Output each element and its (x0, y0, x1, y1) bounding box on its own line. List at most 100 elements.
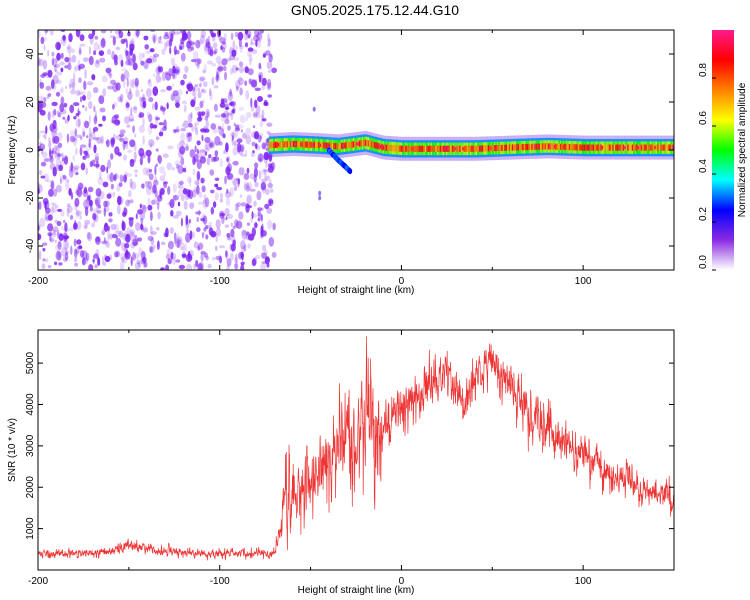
noise-speckle (208, 224, 212, 230)
noise-speckle (141, 224, 144, 231)
noise-speckle (202, 199, 208, 209)
noise-speckle (130, 38, 135, 44)
noise-speckle (192, 50, 199, 61)
noise-speckle (253, 174, 257, 183)
snr-y-tick-label: 3000 (25, 434, 36, 457)
noise-speckle (119, 174, 124, 183)
noise-speckle (142, 167, 148, 176)
noise-speckle (234, 207, 240, 212)
noise-speckle (113, 174, 117, 182)
noise-speckle (213, 156, 220, 162)
signal-band-slice (333, 143, 335, 150)
noise-speckle (214, 183, 218, 188)
signal-band-slice (402, 145, 404, 152)
noise-speckle (164, 41, 168, 51)
noise-speckle (93, 87, 99, 94)
noise-speckle (177, 201, 181, 207)
noise-speckle (163, 171, 167, 177)
noise-speckle (74, 128, 78, 138)
noise-speckle (204, 136, 211, 143)
noise-speckle (174, 238, 181, 248)
noise-speckle (68, 188, 73, 194)
noise-speckle (255, 105, 261, 115)
noise-speckle (106, 48, 112, 56)
noise-speckle (236, 138, 243, 144)
noise-speckle (93, 253, 99, 259)
noise-speckle (88, 55, 94, 66)
noise-speckle (98, 95, 105, 105)
noise-speckle (256, 32, 263, 40)
noise-speckle (112, 191, 116, 198)
noise-speckle (184, 165, 187, 174)
noise-speckle (99, 171, 102, 180)
noise-speckle (88, 133, 93, 142)
signal-band-slice (364, 139, 367, 146)
noise-speckle (114, 60, 118, 66)
signal-band-slice (366, 140, 368, 147)
noise-speckle (208, 140, 215, 149)
signal-band-slice (457, 145, 460, 152)
noise-speckle (196, 140, 201, 146)
noise-speckle (125, 102, 130, 108)
noise-speckle (50, 180, 55, 190)
noise-speckle (47, 111, 51, 121)
noise-speckle (161, 241, 166, 246)
noise-speckle (216, 71, 219, 81)
noise-speckle (209, 30, 214, 35)
noise-speckle (224, 118, 230, 125)
noise-speckle (88, 127, 92, 137)
noise-speckle (243, 173, 250, 180)
noise-speckle (110, 79, 117, 85)
signal-band-slice (544, 143, 547, 150)
noise-speckle (75, 172, 79, 176)
noise-speckle (42, 258, 46, 262)
noise-speckle (179, 246, 186, 251)
noise-speckle (145, 149, 152, 157)
noise-speckle (259, 153, 262, 164)
noise-speckle (72, 137, 78, 147)
signal-band-slice (301, 141, 304, 148)
noise-speckle (132, 125, 136, 133)
noise-speckle (176, 236, 183, 245)
noise-speckle (71, 81, 76, 91)
noise-speckle (126, 173, 133, 177)
noise-speckle (82, 189, 89, 198)
noise-speckle (147, 235, 154, 241)
noise-speckle (155, 116, 161, 121)
noise-speckle (267, 78, 272, 89)
noise-speckle (70, 245, 73, 255)
noise-speckle (95, 187, 102, 197)
noise-speckle (43, 173, 49, 183)
noise-speckle (246, 182, 253, 191)
spectrogram-y-tick-label: 20 (25, 96, 36, 108)
signal-band-slice (618, 144, 620, 151)
noise-speckle (190, 59, 197, 63)
noise-speckle (110, 137, 116, 146)
noise-speckle (249, 42, 256, 46)
noise-speckle (119, 252, 126, 261)
noise-speckle (240, 261, 245, 266)
noise-speckle (142, 52, 145, 58)
noise-speckle (44, 30, 48, 36)
noise-speckle (54, 145, 61, 156)
noise-speckle (157, 154, 162, 164)
signal-band-slice (372, 141, 374, 148)
noise-speckle (240, 153, 247, 157)
signal-band-slice (529, 143, 532, 150)
noise-speckle (251, 213, 257, 219)
noise-speckle (114, 30, 120, 35)
noise-speckle (214, 192, 219, 201)
noise-speckle (52, 58, 57, 68)
noise-speckle (84, 144, 88, 150)
noise-speckle (152, 124, 158, 129)
noise-speckle (137, 209, 143, 215)
noise-speckle (186, 83, 192, 90)
noise-speckle (93, 129, 96, 134)
noise-speckle (40, 175, 46, 179)
noise-speckle (196, 170, 201, 181)
noise-speckle (245, 117, 249, 122)
signal-band-slice (288, 141, 290, 148)
noise-speckle (108, 73, 112, 80)
signal-band-slice (592, 144, 595, 151)
noise-speckle (63, 102, 68, 108)
